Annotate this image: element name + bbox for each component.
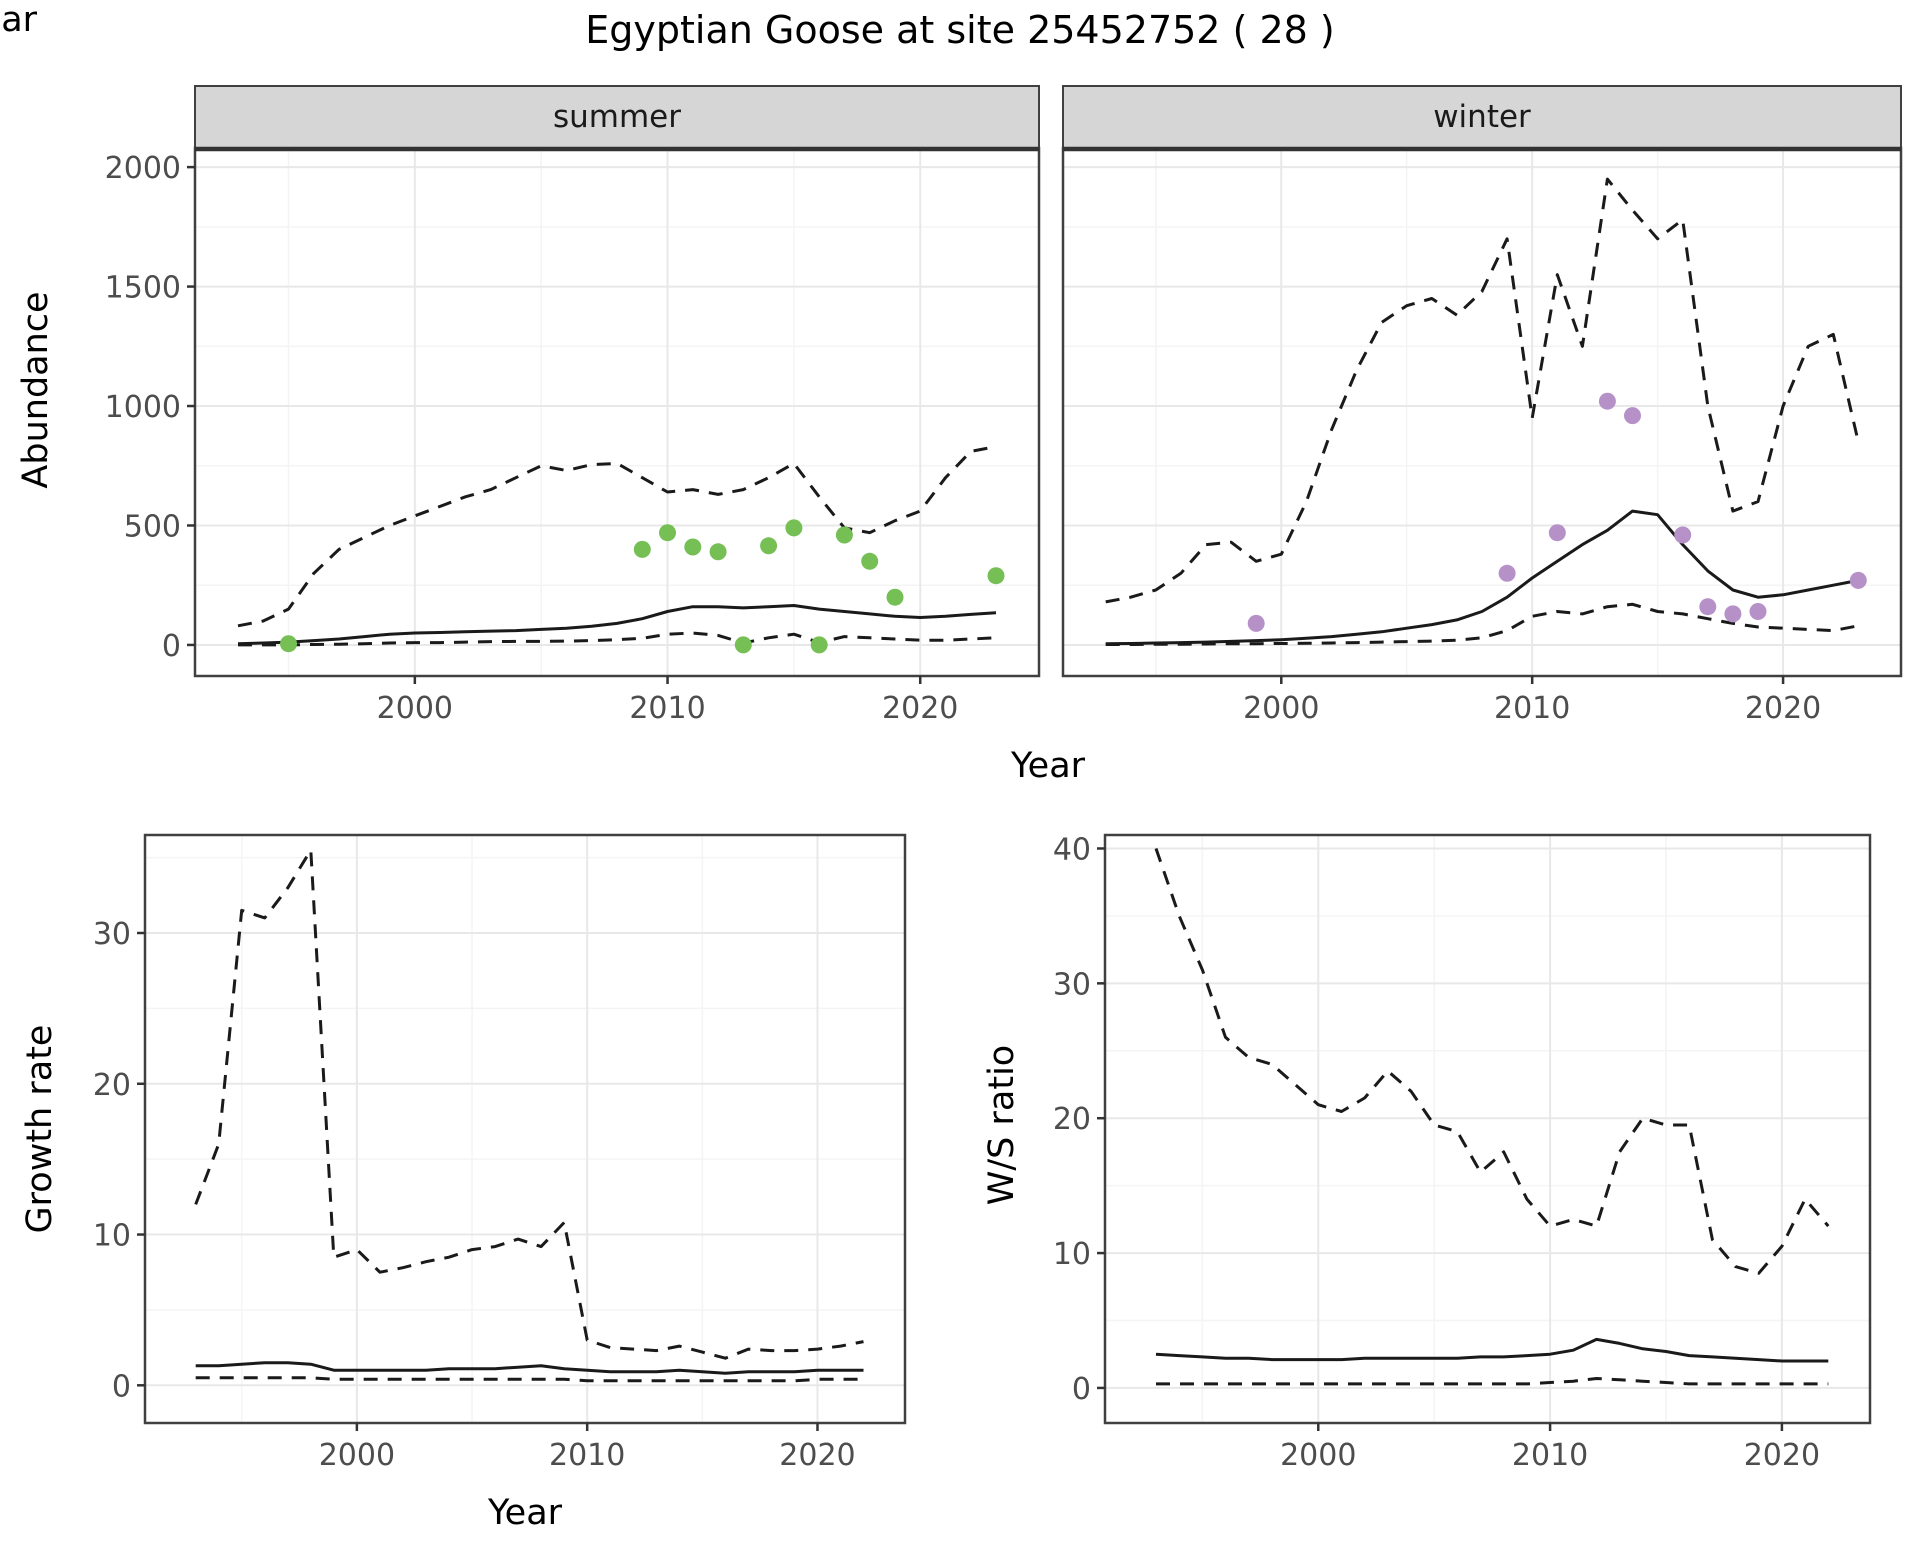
ws-ratio-axis-label: W/S ratio xyxy=(982,1044,1022,1206)
x-tick-label: 2010 xyxy=(1494,691,1570,726)
observed_count-point xyxy=(659,524,676,542)
observed_count-point xyxy=(987,567,1005,585)
ws-ratio-panel: 2000 2010 2020 0 10 20 30 40 xyxy=(1017,823,1882,1487)
observed_count-point xyxy=(633,540,651,558)
panel-border xyxy=(1103,833,1872,1425)
winter-abundance-panel: winter 2000 2010 2020 xyxy=(1053,84,1913,738)
observed_count-point xyxy=(1548,524,1566,542)
observed_count-point xyxy=(684,538,702,556)
observed_count-point xyxy=(1624,407,1641,425)
panel-border xyxy=(143,833,907,1425)
series-line-upper_95pct xyxy=(1105,177,1860,604)
y-tick-label: 20 xyxy=(93,1068,131,1103)
year-axis-label-top: Year xyxy=(1010,746,1086,786)
figure-title: Egyptian Goose at site 25452752 ( 28 ) xyxy=(585,8,1335,52)
x-tick-label: 2020 xyxy=(1744,1438,1820,1473)
observed_count-point xyxy=(709,543,727,561)
y-tick-label: 10 xyxy=(93,1219,131,1254)
y-tick-label: 30 xyxy=(93,917,131,952)
observed_count-point xyxy=(1674,526,1692,544)
summer-abundance-panel: summer 2000 2010 2020 0 500 1000 1500 2000 xyxy=(100,84,1044,738)
y-tick-label: 40 xyxy=(1053,832,1091,867)
x-tick-label: 2010 xyxy=(549,1438,625,1473)
year-axis-label-growth: Year xyxy=(487,1493,563,1533)
facet-strip-label: summer xyxy=(553,99,681,135)
series-line-lower_95pct xyxy=(195,1376,864,1383)
series-line-upper_95pct xyxy=(1154,848,1830,1275)
series-line-lower_95pct xyxy=(1156,1377,1829,1386)
series-line-lower_95pct xyxy=(1105,602,1859,646)
x-tick-label: 2010 xyxy=(1512,1438,1588,1473)
x-tick-label: 2020 xyxy=(1745,691,1821,726)
facet-strip xyxy=(194,85,1040,149)
y-tick-label: 0 xyxy=(162,629,181,664)
observed_count-point xyxy=(760,537,778,555)
panel-background xyxy=(195,148,1039,676)
observed_count-point xyxy=(785,519,803,537)
series-line-lower_95pct xyxy=(238,631,997,647)
y-tick-label: 2000 xyxy=(105,151,181,186)
facet-strip-label: winter xyxy=(1433,99,1531,135)
observed_count-point xyxy=(1699,598,1717,616)
y-tick-label: 20 xyxy=(1053,1102,1091,1137)
panel-background xyxy=(145,835,905,1423)
series-line-fitted_index xyxy=(237,604,997,646)
facet-strip xyxy=(1062,85,1902,149)
series-line-fitted_growth_rate xyxy=(195,1361,864,1375)
abundance-axis-label: Abundance xyxy=(16,291,56,489)
series-line-fitted_index xyxy=(1105,509,1859,646)
observed_count-point xyxy=(810,636,828,654)
observed_count-point xyxy=(1247,614,1265,632)
growth-rate-panel: 2000 2010 2020 0 10 20 30 xyxy=(57,823,915,1487)
year-axis-label-ws: Year xyxy=(0,0,38,40)
x-tick-label: 2020 xyxy=(882,691,958,726)
observed_count-point xyxy=(861,552,879,570)
observed_count-point xyxy=(1849,571,1867,589)
observed_count-point xyxy=(280,635,297,653)
x-tick-label: 2000 xyxy=(1243,691,1319,726)
y-tick-label: 1000 xyxy=(105,390,181,425)
observed_count-point xyxy=(1724,605,1742,623)
observed_count-point xyxy=(835,526,853,544)
x-tick-label: 2010 xyxy=(629,691,705,726)
x-tick-label: 2000 xyxy=(377,691,453,726)
observed_count-point xyxy=(1598,392,1616,410)
growth-rate-axis-label: Growth rate xyxy=(20,1024,60,1234)
y-tick-label: 0 xyxy=(1072,1372,1091,1407)
x-tick-label: 2000 xyxy=(319,1438,395,1473)
y-tick-label: 0 xyxy=(112,1369,131,1404)
series-line-upper_95pct xyxy=(237,445,997,628)
panel-background xyxy=(1063,148,1901,676)
series-line-fitted_ws_ratio xyxy=(1155,1337,1829,1363)
panel-background xyxy=(1105,835,1870,1423)
observed_count-point xyxy=(1498,564,1516,582)
y-tick-label: 500 xyxy=(124,509,181,544)
x-tick-label: 2000 xyxy=(1280,1438,1356,1473)
y-tick-label: 1500 xyxy=(105,271,181,306)
y-tick-label: 30 xyxy=(1053,967,1091,1002)
x-tick-label: 2020 xyxy=(779,1438,855,1473)
observed_count-point xyxy=(886,588,904,606)
observed_count-point xyxy=(734,636,752,654)
y-tick-label: 10 xyxy=(1053,1237,1091,1272)
observed_count-point xyxy=(1749,603,1767,620)
